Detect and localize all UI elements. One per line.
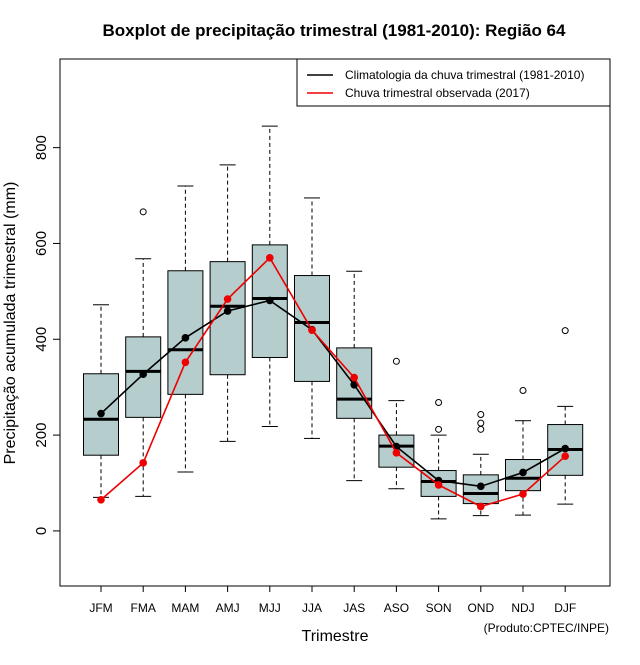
series-point-observed-jja <box>308 326 316 334</box>
y-tick-label-400: 400 <box>33 327 50 352</box>
series-point-observed-aso <box>392 449 401 457</box>
outlier-ond-1 <box>477 419 485 427</box>
y-tick-label-200: 200 <box>33 423 50 448</box>
plot-frame <box>59 58 611 587</box>
outlier-fma-0 <box>139 208 147 216</box>
x-tick-label-ndj: NDJ <box>511 601 534 615</box>
x-tick-label-amj: AMJ <box>216 601 240 615</box>
iqr-box-jja <box>294 275 330 382</box>
outlier-djf-0 <box>561 327 569 335</box>
x-tick-label-djf: DJF <box>554 601 576 615</box>
box-djf <box>547 327 584 505</box>
series-observed <box>97 254 569 511</box>
series-point-climatology-mjj <box>266 296 274 305</box>
box-fma <box>125 208 162 497</box>
series-point-observed-son <box>434 481 443 489</box>
legend-box <box>296 58 611 107</box>
series-point-observed-ond <box>477 502 485 511</box>
series-point-observed-fma <box>139 459 147 467</box>
y-tick-label-600: 600 <box>33 231 50 256</box>
series-point-observed-mam <box>181 358 190 367</box>
boxes-layer <box>83 125 584 520</box>
x-tick-label-son: SON <box>426 601 452 615</box>
legend-label-observed: Chuva trimestral observada (2017) <box>345 86 530 100</box>
box-amj <box>209 164 246 442</box>
series-point-climatology-jfm <box>97 409 105 418</box>
x-tick-label-ond: OND <box>467 601 494 615</box>
credit-text: (Produto:CPTEC/INPE) <box>484 621 609 635</box>
legend-label-climatology: Climatologia da chuva trimestral (1981-2… <box>345 68 584 82</box>
x-tick-label-mam: MAM <box>171 601 199 615</box>
x-tick-label-jfm: JFM <box>89 601 112 615</box>
series-line-observed <box>100 256 566 508</box>
series-point-climatology-amj <box>223 307 232 315</box>
series-layer <box>97 254 569 511</box>
series-point-climatology-ndj <box>519 468 527 477</box>
outlier-ndj-0 <box>519 387 527 395</box>
outlier-son-1 <box>435 399 443 407</box>
y-axis: 0 200 400 600 800 <box>33 135 61 535</box>
iqr-box-mam <box>167 270 204 395</box>
box-jja <box>294 197 330 439</box>
series-point-observed-jfm <box>97 495 105 504</box>
y-tick-label-800: 800 <box>33 135 50 160</box>
y-tick-label-0: 0 <box>33 527 50 535</box>
series-point-climatology-djf <box>561 444 569 453</box>
outlier-ond-2 <box>477 410 485 418</box>
x-tick-label-mjj: MJJ <box>259 601 281 615</box>
y-axis-label: Precipitação acumulada trimestral (mm) <box>2 182 19 465</box>
x-axis: JFM FMA MAM AMJ MJJ JJA JAS ASO SON OND NDJ DJF <box>89 585 576 615</box>
series-point-observed-mjj <box>266 254 274 262</box>
series-point-observed-jas <box>350 373 359 382</box>
series-point-climatology-mam <box>181 334 190 342</box>
outlier-son-0 <box>435 425 443 433</box>
chart-title: Boxplot de precipitação trimestral (1981… <box>103 21 566 40</box>
legend: Climatologia da chuva trimestral (1981-2… <box>296 58 611 107</box>
x-tick-label-jas: JAS <box>343 601 365 615</box>
x-tick-label-fma: FMA <box>131 601 156 615</box>
box-mjj <box>251 125 288 427</box>
series-line-climatology <box>100 299 566 488</box>
box-mam <box>167 185 204 473</box>
x-axis-label: Trimestre <box>302 628 369 645</box>
series-point-observed-amj <box>223 295 232 303</box>
x-tick-label-aso: ASO <box>384 601 409 615</box>
box-son <box>420 399 457 520</box>
outlier-aso-0 <box>392 357 400 365</box>
series-point-observed-djf <box>561 452 569 460</box>
outlier-ond-0 <box>477 425 485 433</box>
x-tick-label-jja: JJA <box>302 601 322 615</box>
series-point-climatology-fma <box>139 370 147 379</box>
series-point-climatology-jas <box>350 380 359 389</box>
box-aso <box>378 357 415 490</box>
series-point-climatology-ond <box>477 482 485 491</box>
series-point-observed-ndj <box>519 490 527 498</box>
